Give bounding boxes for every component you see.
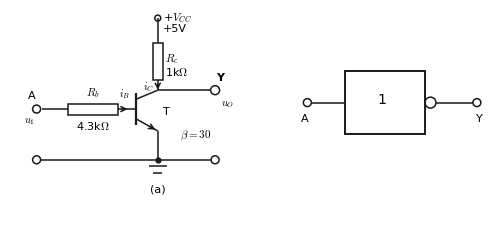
Text: $\beta = 30$: $\beta = 30$ xyxy=(180,129,212,143)
Text: Y: Y xyxy=(216,73,224,83)
Text: A: A xyxy=(301,113,308,123)
Text: $i_B$: $i_B$ xyxy=(120,87,130,101)
Bar xyxy=(344,71,424,134)
Text: $R_b$: $R_b$ xyxy=(86,86,100,100)
Text: (a): (a) xyxy=(150,185,166,195)
Text: Y: Y xyxy=(476,113,482,123)
Text: T: T xyxy=(162,107,170,117)
Text: A: A xyxy=(28,91,35,101)
Text: +5V: +5V xyxy=(162,24,186,34)
Bar xyxy=(68,104,118,115)
Text: 1k$\Omega$: 1k$\Omega$ xyxy=(164,66,188,77)
Text: $i_C$: $i_C$ xyxy=(142,80,154,94)
Text: 1: 1 xyxy=(378,93,386,107)
Text: $u_O$: $u_O$ xyxy=(221,99,234,110)
Text: $R_c$: $R_c$ xyxy=(164,52,178,66)
Text: +$V_{CC}$: +$V_{CC}$ xyxy=(162,11,192,24)
Text: 4.3k$\Omega$: 4.3k$\Omega$ xyxy=(76,120,110,132)
Text: $u_1$: $u_1$ xyxy=(24,116,35,127)
Bar xyxy=(153,43,162,80)
